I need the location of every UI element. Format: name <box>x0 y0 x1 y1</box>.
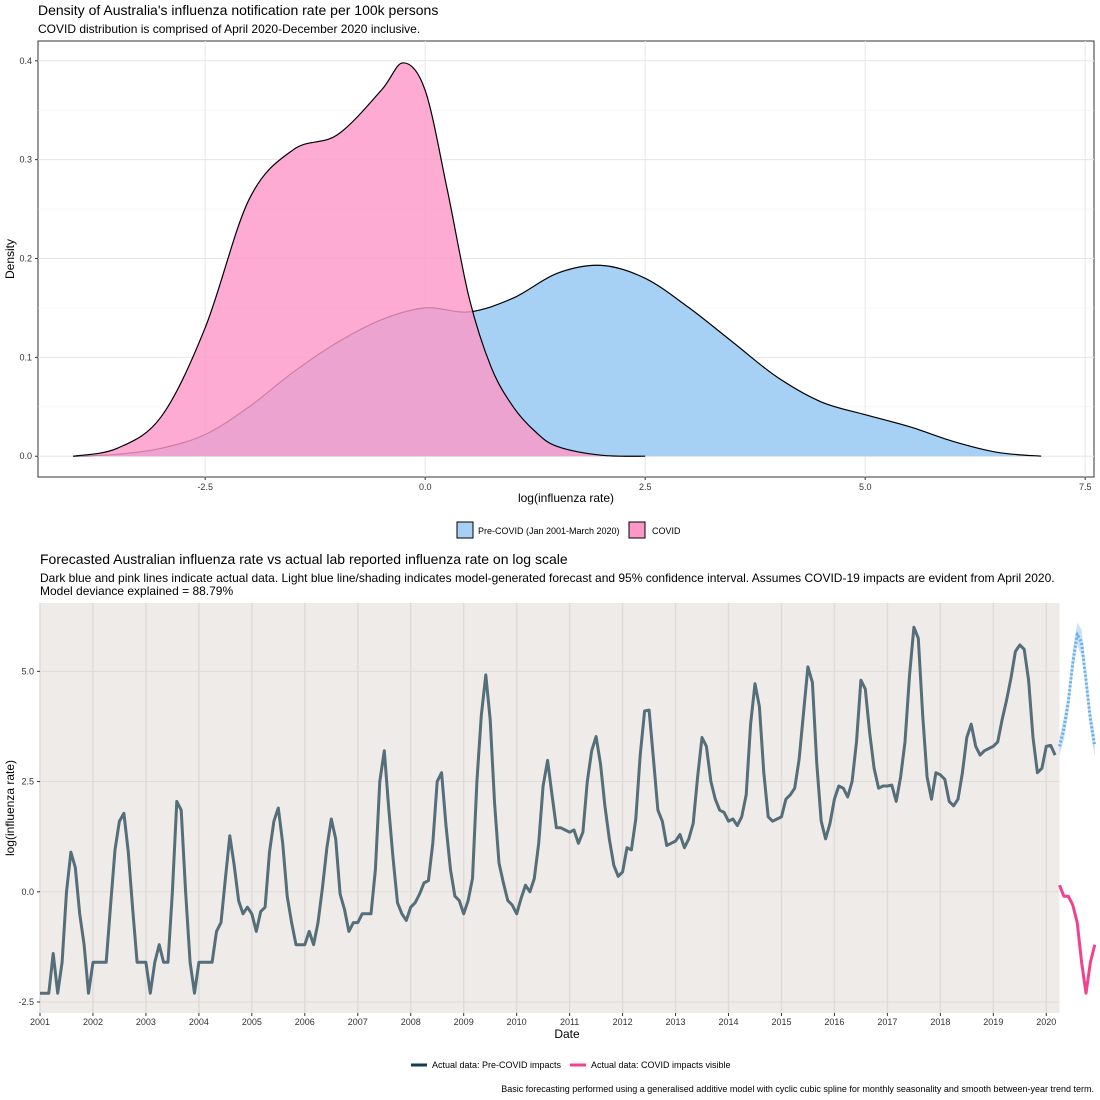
x-tick-label: 2008 <box>401 1017 421 1027</box>
chart-caption: Basic forecasting performed using a gene… <box>501 1084 1094 1094</box>
x-tick-label: 2014 <box>718 1017 738 1027</box>
x-tick-label: -2.5 <box>197 482 213 492</box>
density-area-covid <box>73 62 646 457</box>
legend-label-covid-line: Actual data: COVID impacts visible <box>591 1060 731 1070</box>
x-tick-label: 2010 <box>507 1017 527 1027</box>
chart1-y-ticks: 0.0 0.1 0.2 0.3 0.4 <box>19 56 38 461</box>
x-tick-label: 5.0 <box>859 482 872 492</box>
x-tick-label: 7.5 <box>1079 482 1092 492</box>
chart2-precovid-shading <box>40 603 1060 1013</box>
x-tick-label: 2017 <box>877 1017 897 1027</box>
y-tick-label: 0.1 <box>19 352 32 362</box>
chart2-y-label: log(influenza rate) <box>3 760 17 856</box>
legend-label-precovid: Pre-COVID (Jan 2001-March 2020) <box>478 526 620 536</box>
y-tick-label: 0.3 <box>19 155 32 165</box>
y-tick-label: 0.0 <box>19 451 32 461</box>
chart2-subtitle-deviance: Model deviance explained = 88.79% <box>40 584 233 598</box>
chart1-title: Density of Australia's influenza notific… <box>38 2 438 18</box>
chart2-title: Forecasted Australian influenza rate vs … <box>40 551 568 567</box>
x-tick-label: 2005 <box>242 1017 262 1027</box>
y-tick-label: 0.2 <box>19 254 32 264</box>
chart2-x-ticks: 2001 2002 2003 2004 2005 2006 2007 2008 2009 2010… <box>30 1013 1056 1027</box>
y-tick-label: 2.5 <box>21 777 34 787</box>
x-tick-label: 2020 <box>1036 1017 1056 1027</box>
x-tick-label: 2011 <box>560 1017 579 1027</box>
density-curve-covid <box>73 62 646 457</box>
x-tick-label: 2012 <box>613 1017 633 1027</box>
legend-swatch-precovid <box>456 521 474 539</box>
legend-swatch-covid <box>628 521 646 539</box>
x-tick-label: 2015 <box>771 1017 791 1027</box>
chart1-x-ticks: -2.5 0.0 2.5 5.0 7.5 <box>197 477 1091 492</box>
x-tick-label: 2003 <box>136 1017 156 1027</box>
chart2-subtitle: Dark blue and pink lines indicate actual… <box>40 571 1055 585</box>
chart2-lines <box>40 622 1097 995</box>
x-tick-label: 2002 <box>83 1017 103 1027</box>
x-tick-label: 2018 <box>930 1017 950 1027</box>
chart2-legend: Actual data: Pre-COVID impacts Actual da… <box>411 1060 731 1070</box>
x-tick-label: 2007 <box>348 1017 368 1027</box>
x-tick-label: 0.0 <box>419 482 432 492</box>
x-tick-label: 2016 <box>824 1017 844 1027</box>
x-tick-label: 2019 <box>983 1017 1003 1027</box>
legend-label-covid: COVID <box>652 526 681 536</box>
x-tick-label: 2009 <box>454 1017 474 1027</box>
y-tick-label: 5.0 <box>21 666 34 676</box>
y-tick-label: 0.0 <box>21 887 34 897</box>
chart1-legend: Pre-COVID (Jan 2001-March 2020) COVID <box>456 521 681 539</box>
y-tick-label: 0.4 <box>19 56 32 66</box>
x-tick-label: 2006 <box>295 1017 315 1027</box>
forecast-confidence-band <box>1059 622 1095 758</box>
precovid-actual-line <box>40 625 1057 995</box>
chart2-y-ticks: -2.5 0.0 2.5 5.0 <box>18 666 40 1007</box>
x-tick-label: 2.5 <box>639 482 652 492</box>
chart1-areas <box>73 62 1042 457</box>
x-tick-label: 2004 <box>189 1017 209 1027</box>
chart1-grid <box>38 41 1094 477</box>
forecast-line <box>1058 632 1097 747</box>
legend-label-precovid-line: Actual data: Pre-COVID impacts <box>432 1060 562 1070</box>
covid-actual-line <box>1058 884 1097 995</box>
y-tick-label: -2.5 <box>18 997 34 1007</box>
chart1-x-label: log(influenza rate) <box>518 491 614 505</box>
chart1-y-label: Density <box>3 239 17 279</box>
chart2-x-label: Date <box>554 1027 580 1041</box>
x-tick-label: 2013 <box>666 1017 686 1027</box>
x-tick-label: 2001 <box>30 1017 50 1027</box>
chart1-subtitle: COVID distribution is comprised of April… <box>38 22 420 36</box>
